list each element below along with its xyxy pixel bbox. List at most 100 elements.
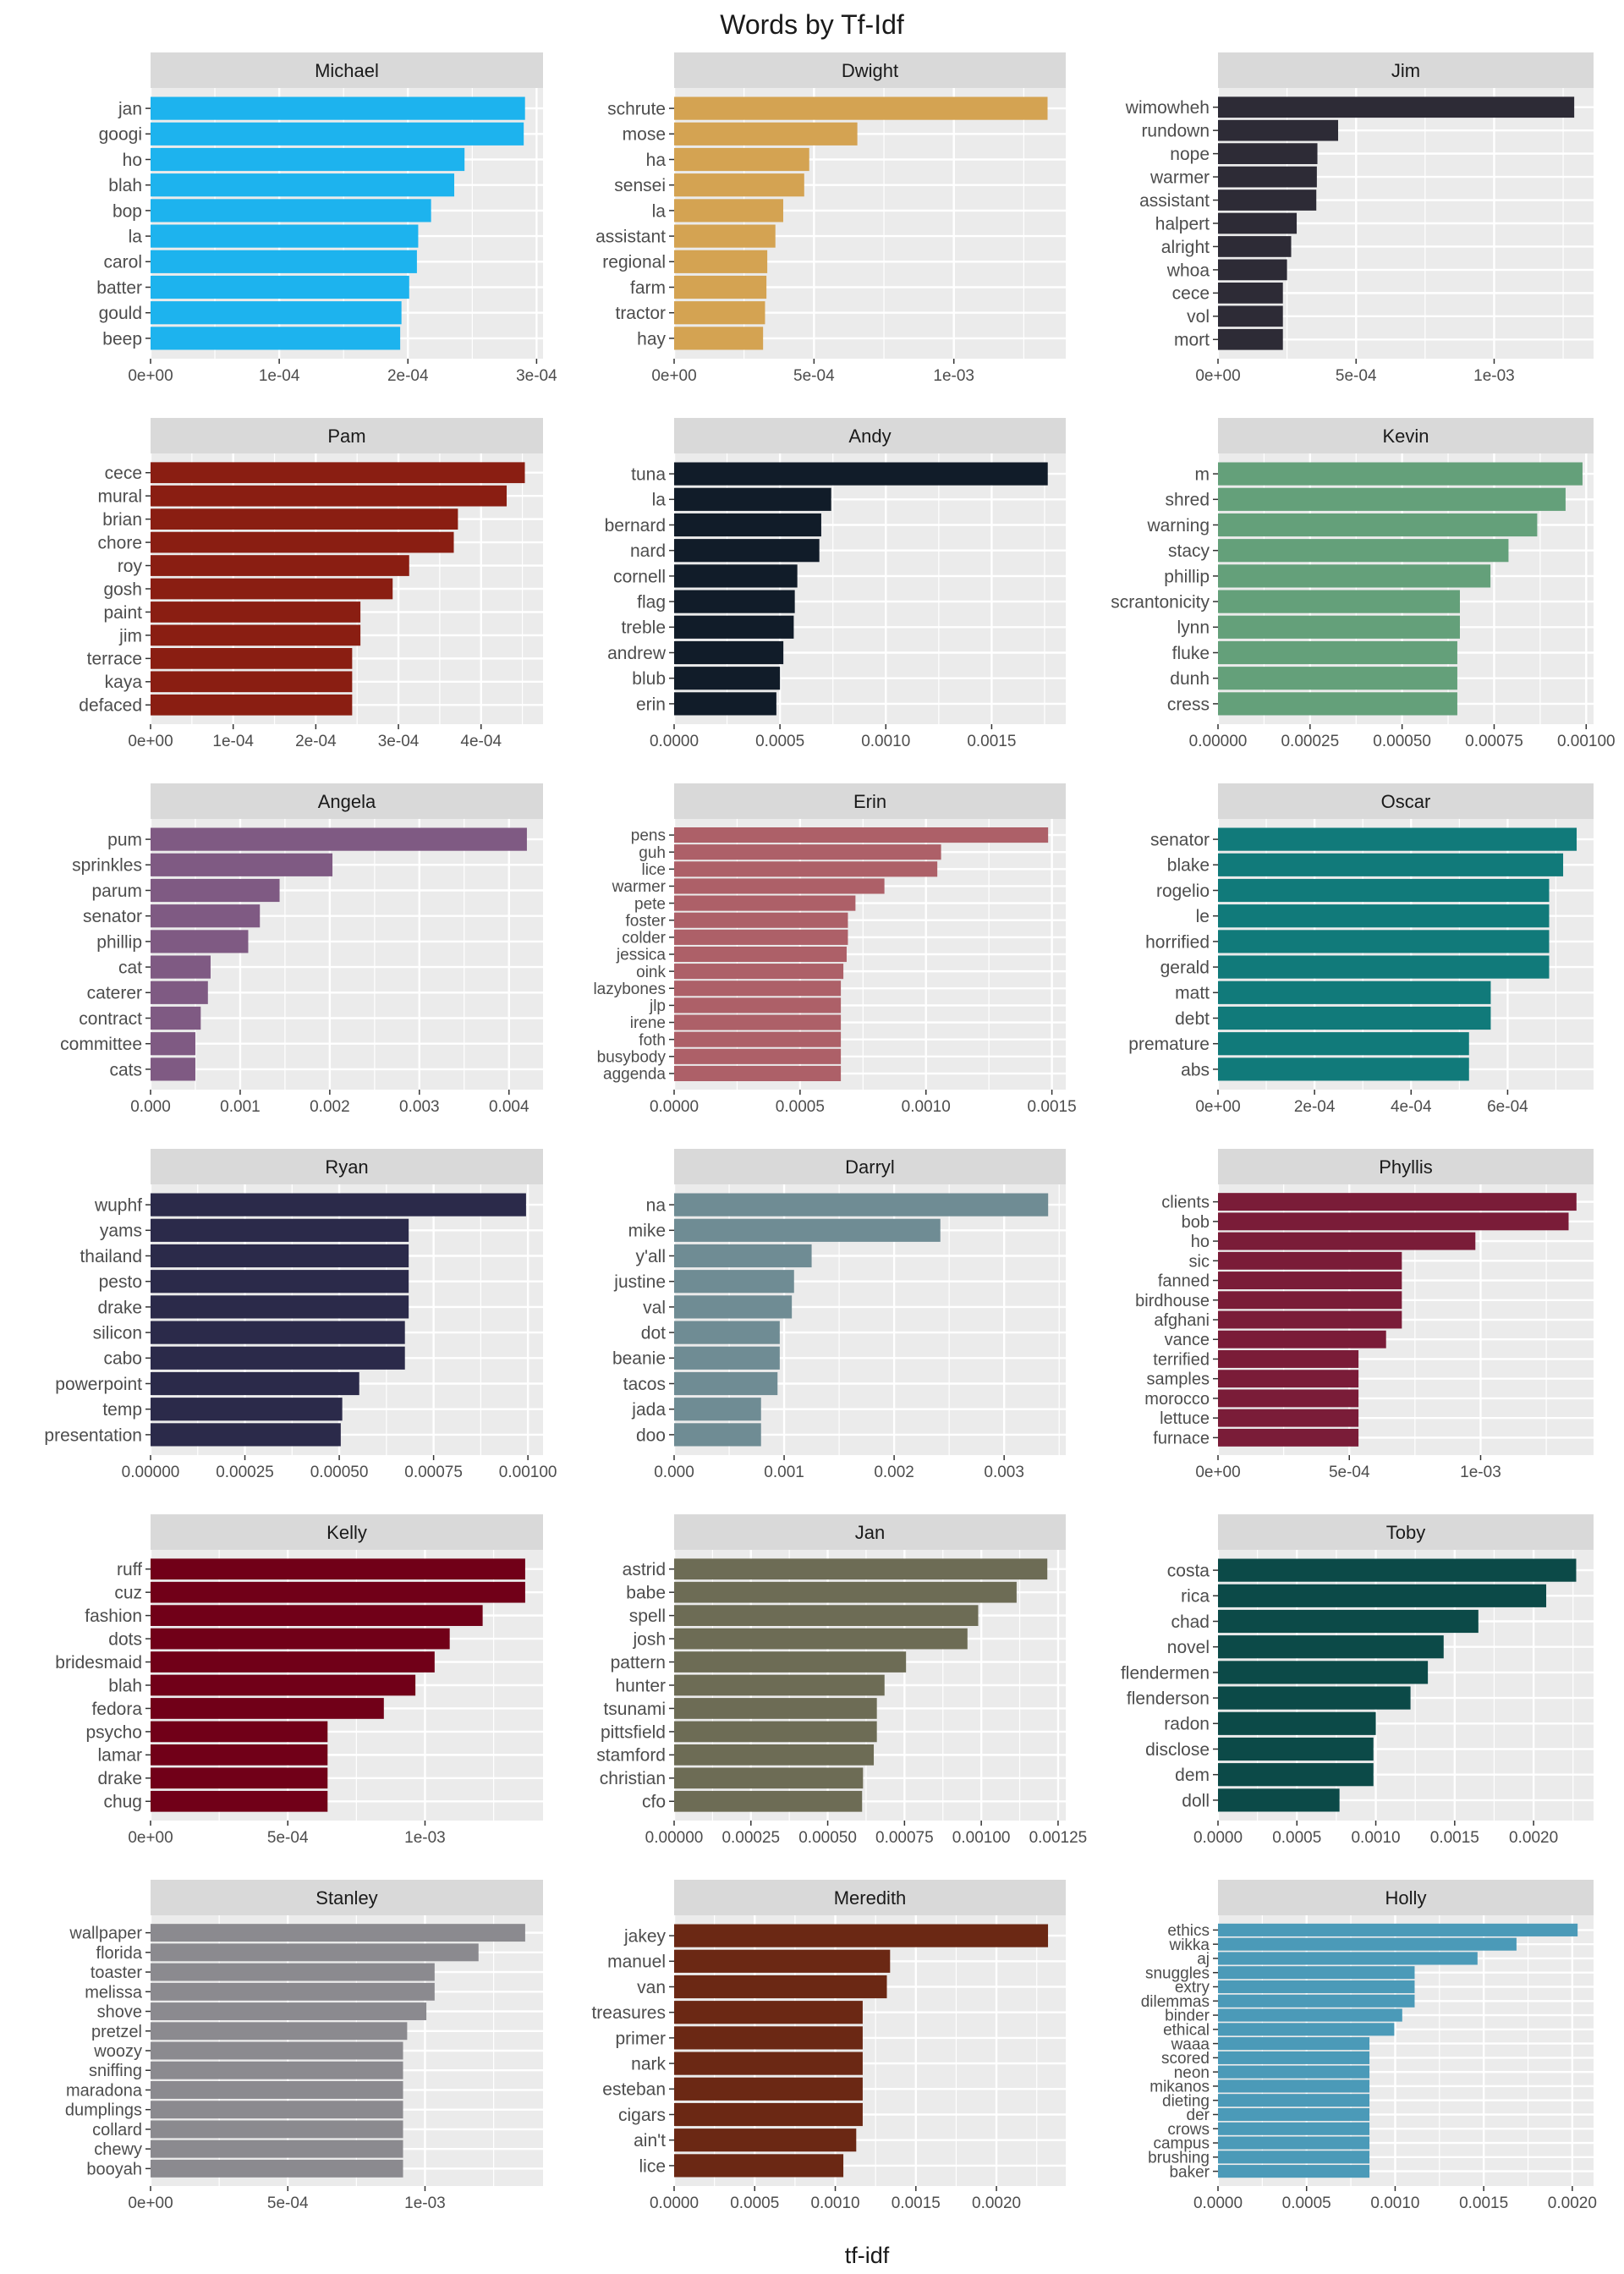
x-tick-label: 1e-04 — [259, 367, 300, 385]
bar-dwight-7 — [674, 275, 767, 299]
bar-erin-6 — [674, 929, 848, 945]
y-tick-label: snuggles — [1145, 1964, 1210, 1982]
x-tick-label: 0e+00 — [651, 367, 696, 385]
facet-strip — [1218, 418, 1594, 453]
bar-jim-1 — [1218, 119, 1339, 141]
y-tick-label: yams — [100, 1222, 142, 1241]
y-tick-label: nard — [630, 541, 666, 561]
y-tick-label: furnace — [1153, 1429, 1210, 1447]
y-tick-label: na — [646, 1195, 667, 1215]
facet-strip — [1218, 1149, 1594, 1184]
y-tick-label: christian — [600, 1769, 666, 1788]
bar-phyllis-7 — [1218, 1330, 1386, 1348]
x-tick-label: 0.003 — [399, 1098, 440, 1116]
bar-dwight-8 — [674, 301, 765, 325]
facet-strip-label: Pam — [327, 426, 365, 447]
bar-pam-7 — [151, 624, 361, 646]
x-tick-label: 0e+00 — [1195, 1098, 1240, 1116]
y-tick-label: baker — [1169, 2163, 1210, 2181]
facet-strip-label: Andy — [848, 426, 891, 447]
bar-angela-0 — [151, 827, 527, 851]
y-tick-label: contract — [79, 1009, 142, 1029]
x-tick-label: 0e+00 — [128, 2194, 173, 2212]
bar-phyllis-5 — [1218, 1291, 1402, 1310]
x-tick-label: 0.00100 — [952, 1829, 1011, 1847]
facet-strip — [674, 783, 1066, 819]
bar-michael-0 — [151, 96, 525, 120]
y-tick-label: parum — [91, 882, 142, 901]
y-tick-label: josh — [632, 1629, 666, 1649]
bar-phyllis-6 — [1218, 1310, 1402, 1329]
y-tick-label: oink — [636, 964, 666, 981]
bar-meredith-2 — [674, 1975, 887, 1999]
y-tick-label: der — [1187, 2106, 1210, 2124]
y-tick-label: sniffing — [89, 2062, 142, 2080]
bar-pam-6 — [151, 601, 361, 623]
bar-phyllis-3 — [1218, 1251, 1402, 1270]
facet-strip-label: Meredith — [834, 1887, 907, 1909]
y-tick-label: van — [637, 1978, 666, 1997]
bar-angela-6 — [151, 980, 208, 1004]
bar-kelly-1 — [151, 1581, 525, 1603]
y-tick-label: disclose — [1145, 1740, 1210, 1760]
facet-strip — [151, 1149, 543, 1184]
bar-angela-1 — [151, 853, 333, 876]
y-tick-label: farm — [630, 278, 666, 298]
y-tick-label: erin — [636, 695, 666, 714]
bar-michael-3 — [151, 173, 455, 197]
y-tick-label: toaster — [91, 1964, 142, 1982]
bar-meredith-6 — [674, 2077, 863, 2101]
x-tick-label: 0.0000 — [650, 2194, 699, 2212]
bar-holly-17 — [1218, 2165, 1370, 2178]
bar-holly-10 — [1218, 2065, 1370, 2079]
y-tick-label: ethics — [1167, 1922, 1210, 1940]
y-tick-label: dem — [1175, 1766, 1210, 1785]
y-tick-label: nark — [631, 2054, 666, 2074]
bar-michael-6 — [151, 250, 417, 273]
bar-ryan-7 — [151, 1371, 359, 1396]
y-tick-label: treasures — [591, 2003, 666, 2023]
bar-andy-5 — [674, 590, 795, 613]
facet-grid: Michael jan googi ho blah bop la carol batter gou… — [44, 52, 1616, 2212]
bar-jan-6 — [674, 1698, 877, 1719]
facet-strip — [674, 1149, 1066, 1184]
bar-meredith-8 — [674, 2128, 857, 2152]
y-tick-label: stacy — [1168, 541, 1210, 561]
y-tick-label: doo — [636, 1425, 666, 1445]
y-tick-label: y'all — [635, 1247, 666, 1266]
y-tick-label: irene — [630, 1014, 666, 1032]
facet-phyllis: Phyllis clientsbobhosicfannedbirdhouseafg… — [1135, 1149, 1594, 1481]
bar-holly-2 — [1218, 1952, 1478, 1965]
bar-erin-14 — [674, 1065, 842, 1081]
x-tick-label: 0.003 — [984, 1464, 1024, 1481]
y-tick-label: chad — [1171, 1612, 1210, 1632]
bar-phyllis-8 — [1218, 1350, 1359, 1368]
y-tick-label: powerpoint — [55, 1375, 142, 1394]
bar-andy-9 — [674, 692, 776, 716]
facet-strip-label: Jan — [855, 1522, 885, 1543]
bar-kevin-8 — [1218, 667, 1457, 690]
facet-kelly: Kelly ruff cuz fashion dots bridesmaid blah fed… — [55, 1514, 543, 1847]
facet-darryl: Darryl na mike y'all justine val dot beanie taco… — [612, 1149, 1066, 1481]
y-tick-label: primer — [615, 2029, 666, 2048]
bar-michael-2 — [151, 147, 465, 172]
y-tick-label: cfo — [642, 1793, 666, 1812]
facet-dwight: Dwight schrute mose ha sensei la assistant regi… — [595, 52, 1066, 385]
y-tick-label: mort — [1174, 331, 1210, 350]
x-tick-label: 0.000 — [130, 1098, 171, 1116]
bar-erin-1 — [674, 844, 941, 860]
y-tick-label: cuz — [114, 1584, 142, 1603]
bar-toby-0 — [1218, 1558, 1577, 1582]
x-tick-label: 1e-04 — [212, 733, 254, 750]
y-tick-label: hay — [637, 329, 666, 349]
y-tick-label: blah — [108, 176, 142, 195]
y-tick-label: aggenda — [603, 1066, 666, 1084]
y-tick-label: clients — [1161, 1194, 1210, 1212]
bar-oscar-2 — [1218, 878, 1550, 903]
y-tick-label: shove — [97, 2003, 142, 2022]
bar-andy-7 — [674, 640, 784, 665]
y-tick-label: flag — [637, 592, 666, 612]
bar-jim-5 — [1218, 212, 1298, 234]
bar-erin-5 — [674, 912, 848, 928]
x-tick-label: 0.00025 — [1281, 733, 1339, 750]
